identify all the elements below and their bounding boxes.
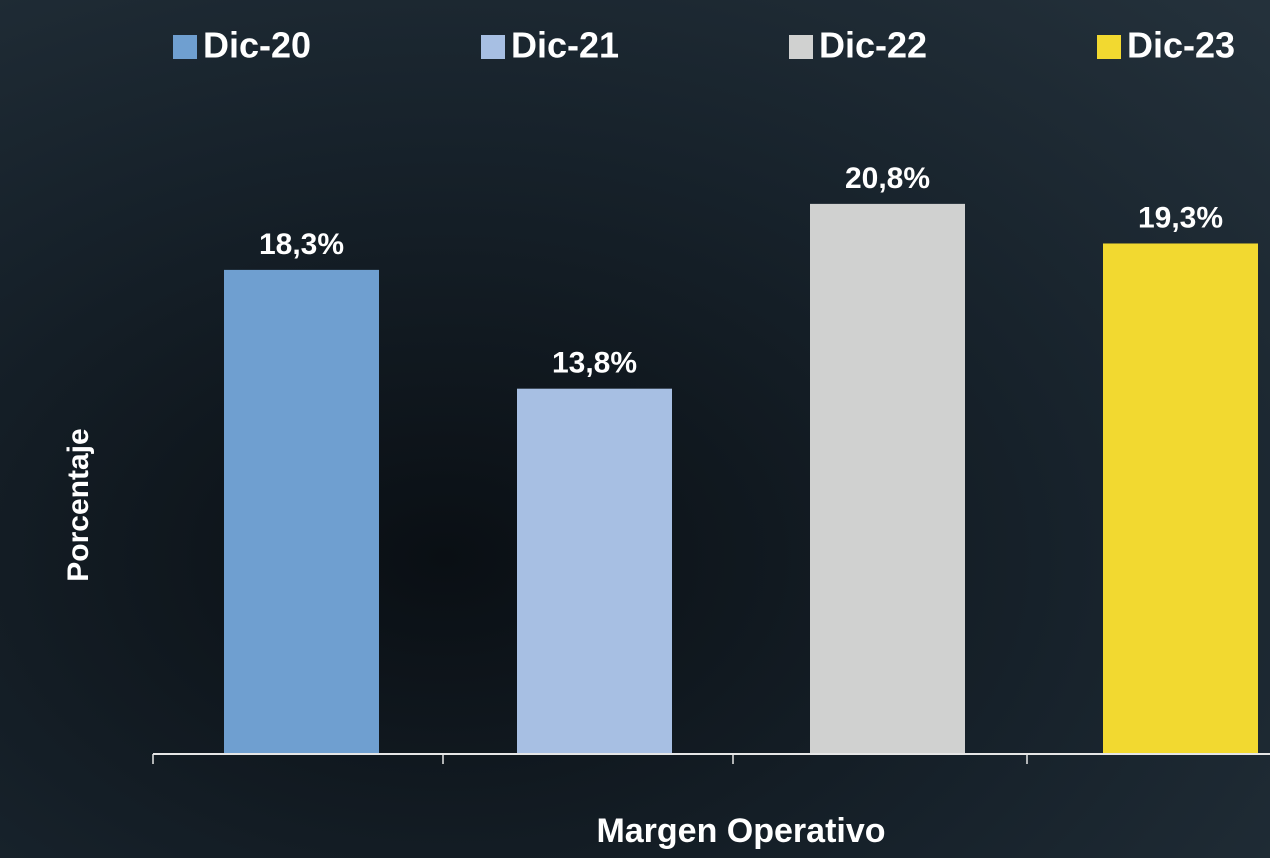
legend-label: Dic-23 — [1127, 25, 1235, 66]
bar — [517, 388, 672, 753]
data-label: 18,3% — [259, 228, 344, 261]
legend-swatch — [481, 35, 505, 59]
legend-swatch — [173, 35, 197, 59]
bar — [224, 269, 379, 753]
data-label: 19,3% — [1138, 201, 1223, 234]
bar — [1103, 243, 1258, 754]
legend-label: Dic-20 — [203, 25, 311, 66]
legend-label: Dic-21 — [511, 25, 619, 66]
y-axis-label: Porcentaje — [62, 428, 95, 581]
data-label: 20,8% — [845, 162, 930, 195]
bar — [810, 203, 965, 753]
legend-label: Dic-22 — [819, 25, 927, 66]
legend-swatch — [789, 35, 813, 59]
legend-swatch — [1097, 35, 1121, 59]
x-tick-label: Margen Operativo — [596, 812, 885, 850]
data-label: 13,8% — [552, 347, 637, 380]
